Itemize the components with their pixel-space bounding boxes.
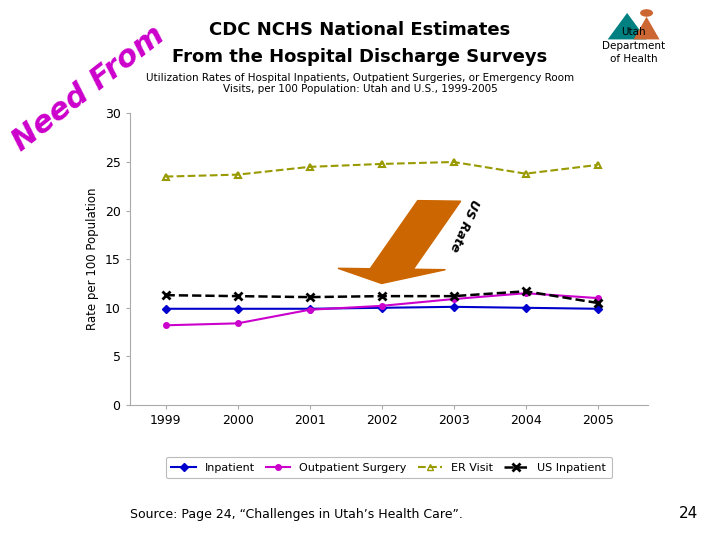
Legend: Inpatient, Outpatient Surgery, ER Visit, US Inpatient: Inpatient, Outpatient Surgery, ER Visit,… xyxy=(166,457,612,478)
Text: 24: 24 xyxy=(679,507,698,522)
Y-axis label: Rate per 100 Population: Rate per 100 Population xyxy=(86,188,99,330)
FancyArrow shape xyxy=(338,200,461,284)
Text: Utilization Rates of Hospital Inpatients, Outpatient Surgeries, or Emergency Roo: Utilization Rates of Hospital Inpatients… xyxy=(146,73,574,94)
Polygon shape xyxy=(634,17,660,39)
Text: of Health: of Health xyxy=(610,54,657,64)
Text: Utah: Utah xyxy=(621,27,646,37)
Text: From the Hospital Discharge Surveys: From the Hospital Discharge Surveys xyxy=(172,48,548,66)
Polygon shape xyxy=(608,13,647,39)
Text: CDC NCHS National Estimates: CDC NCHS National Estimates xyxy=(210,21,510,39)
Text: US Rate: US Rate xyxy=(447,197,482,253)
Circle shape xyxy=(640,9,653,17)
Text: Department: Department xyxy=(602,40,665,51)
Text: Source: Page 24, “Challenges in Utah’s Health Care”.: Source: Page 24, “Challenges in Utah’s H… xyxy=(130,508,462,522)
Text: Need From: Need From xyxy=(7,21,171,157)
